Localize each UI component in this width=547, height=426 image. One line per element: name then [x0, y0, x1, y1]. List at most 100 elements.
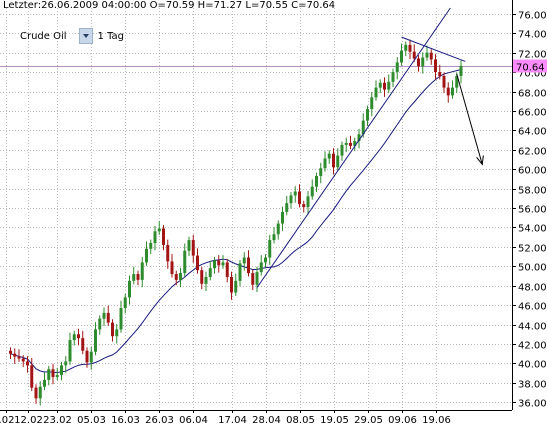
candle[interactable]: [170, 254, 174, 278]
candle[interactable]: [395, 57, 399, 80]
candle[interactable]: [247, 250, 250, 277]
candle[interactable]: [204, 271, 208, 292]
candle[interactable]: [98, 315, 102, 335]
candle[interactable]: [111, 319, 114, 342]
candle[interactable]: [85, 347, 89, 368]
candle[interactable]: [370, 91, 374, 117]
candle[interactable]: [191, 234, 195, 263]
candle[interactable]: [281, 206, 284, 231]
candle[interactable]: [38, 381, 42, 406]
candle[interactable]: [217, 255, 221, 273]
candle[interactable]: [272, 226, 276, 244]
candle[interactable]: [153, 225, 157, 251]
candle[interactable]: [166, 239, 170, 269]
candle[interactable]: [174, 270, 178, 286]
candle[interactable]: [9, 347, 12, 360]
candle[interactable]: [366, 105, 369, 126]
candle[interactable]: [319, 162, 323, 184]
candle[interactable]: [221, 255, 225, 269]
candle[interactable]: [251, 269, 255, 291]
candle[interactable]: [51, 363, 55, 385]
candle[interactable]: [179, 267, 182, 288]
candle[interactable]: [391, 68, 395, 88]
candle[interactable]: [230, 271, 233, 300]
candle[interactable]: [225, 259, 229, 283]
candle[interactable]: [55, 367, 59, 381]
candle[interactable]: [140, 257, 144, 288]
candle[interactable]: [187, 236, 191, 257]
candle[interactable]: [200, 266, 204, 290]
candle[interactable]: [344, 137, 348, 153]
candle[interactable]: [276, 220, 280, 240]
candle[interactable]: [455, 72, 459, 93]
candle[interactable]: [102, 307, 106, 327]
candle[interactable]: [145, 241, 148, 266]
candle[interactable]: [451, 80, 454, 99]
candle[interactable]: [196, 248, 199, 274]
candle[interactable]: [43, 372, 46, 391]
candle[interactable]: [417, 55, 420, 72]
candle[interactable]: [293, 186, 297, 203]
candle[interactable]: [259, 255, 263, 276]
candle[interactable]: [438, 64, 442, 80]
candle[interactable]: [429, 49, 433, 65]
candle[interactable]: [136, 270, 140, 286]
candle[interactable]: [123, 293, 127, 314]
candle[interactable]: [434, 54, 437, 80]
candle[interactable]: [421, 52, 425, 74]
candle[interactable]: [119, 300, 123, 333]
candle[interactable]: [353, 137, 357, 152]
candle[interactable]: [128, 275, 131, 305]
candle[interactable]: [268, 234, 272, 265]
candle[interactable]: [383, 77, 386, 97]
candle[interactable]: [60, 361, 63, 381]
candle[interactable]: [374, 80, 378, 101]
candle[interactable]: [13, 348, 17, 364]
candle[interactable]: [425, 45, 429, 61]
candle[interactable]: [289, 192, 293, 209]
candle[interactable]: [47, 365, 51, 386]
candle[interactable]: [21, 355, 25, 367]
candle[interactable]: [72, 330, 76, 346]
candle[interactable]: [106, 305, 110, 327]
candle[interactable]: [94, 322, 97, 356]
candle[interactable]: [378, 79, 382, 93]
candle[interactable]: [332, 148, 335, 175]
candle[interactable]: [208, 260, 212, 281]
candle[interactable]: [315, 172, 318, 193]
candle[interactable]: [327, 150, 331, 164]
candle[interactable]: [336, 148, 340, 171]
candle[interactable]: [77, 328, 80, 346]
candle[interactable]: [234, 273, 238, 296]
interval-dropdown-button[interactable]: [78, 28, 93, 44]
symbol-label[interactable]: Crude Oil: [20, 30, 67, 42]
candle[interactable]: [89, 346, 93, 370]
candle[interactable]: [132, 266, 136, 285]
interval-label[interactable]: 1 Tag: [97, 30, 125, 42]
candle[interactable]: [400, 43, 403, 66]
candle[interactable]: [302, 200, 306, 213]
candle[interactable]: [349, 135, 352, 150]
candle[interactable]: [404, 41, 408, 57]
candle[interactable]: [64, 356, 68, 373]
candle[interactable]: [26, 356, 29, 373]
candle[interactable]: [162, 225, 165, 251]
candle[interactable]: [30, 358, 34, 392]
candle[interactable]: [306, 191, 310, 215]
candle[interactable]: [242, 252, 246, 271]
candle[interactable]: [310, 179, 314, 200]
candle[interactable]: [357, 128, 361, 149]
trendline[interactable]: [256, 7, 451, 288]
candle[interactable]: [298, 184, 301, 208]
candle[interactable]: [285, 195, 289, 216]
projection-arrow[interactable]: [456, 73, 483, 165]
candle[interactable]: [442, 72, 446, 93]
candle[interactable]: [459, 60, 463, 84]
candle[interactable]: [149, 239, 153, 255]
candle[interactable]: [323, 151, 327, 172]
candle[interactable]: [183, 243, 187, 277]
trendline[interactable]: [401, 36, 466, 62]
candle[interactable]: [34, 384, 38, 404]
candle[interactable]: [264, 254, 267, 268]
